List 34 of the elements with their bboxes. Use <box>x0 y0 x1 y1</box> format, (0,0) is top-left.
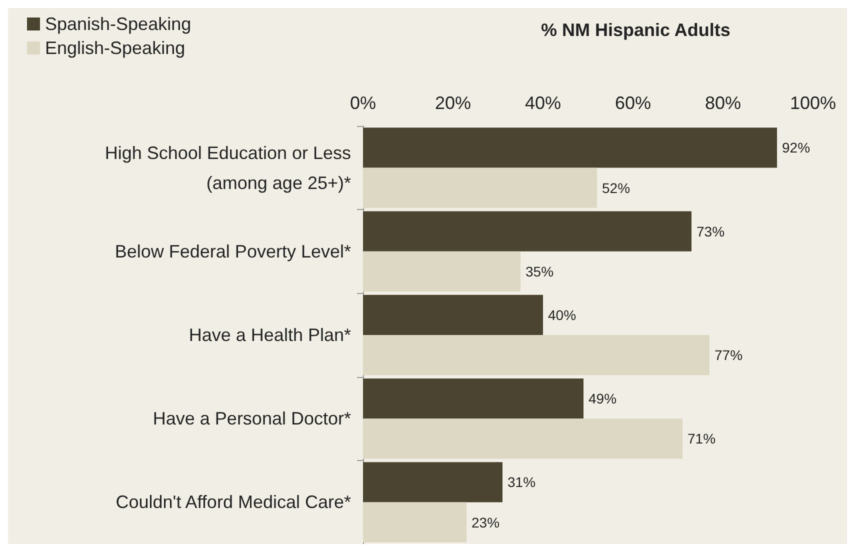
bar <box>363 128 777 168</box>
data-label: 40% <box>548 306 576 323</box>
data-label: 73% <box>696 223 725 240</box>
data-label: 49% <box>588 390 617 407</box>
x-tick-label: 60% <box>614 93 652 113</box>
y-tick-label: Have a Health Plan* <box>188 325 351 345</box>
legend-label: Spanish-Speaking <box>45 14 192 34</box>
x-tick-label: 0% <box>350 93 376 113</box>
y-tick-label: Have a Personal Doctor* <box>152 408 351 429</box>
bar <box>363 378 584 419</box>
bar <box>363 251 520 292</box>
data-label: 31% <box>508 474 536 490</box>
x-tick-label: 80% <box>704 93 742 113</box>
data-label: 52% <box>602 180 630 196</box>
legend-label: English-Speaking <box>45 38 186 58</box>
bar <box>363 211 692 252</box>
x-tick-label: 100% <box>790 93 836 113</box>
bar <box>363 502 466 542</box>
data-label: 35% <box>526 263 554 280</box>
x-tick-label: 40% <box>524 93 562 113</box>
data-label: 77% <box>714 347 743 364</box>
y-tick-label: Couldn't Afford Medical Care* <box>116 492 351 512</box>
chart-title: % NM Hispanic Adults <box>541 20 730 40</box>
bar <box>363 462 502 502</box>
data-label: 92% <box>782 140 810 156</box>
bar <box>363 418 682 459</box>
y-tick-label: High School Education or Less (among age 25+)* <box>104 142 351 193</box>
y-tick-label: Below Federal Poverty Level* <box>114 241 351 262</box>
data-label: 71% <box>688 430 716 447</box>
bar <box>363 335 710 376</box>
bar <box>363 168 597 208</box>
data-label: 23% <box>472 514 500 530</box>
x-tick-label: 20% <box>434 93 472 113</box>
bar <box>363 294 543 335</box>
